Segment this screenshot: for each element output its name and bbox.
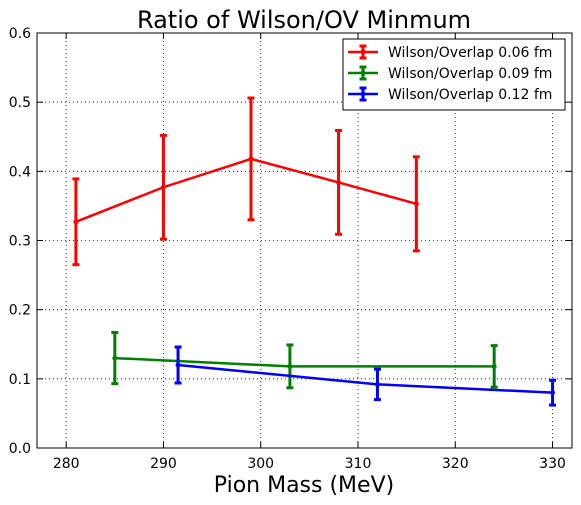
- chart-title: Ratio of Wilson/OV Minmum: [137, 6, 471, 34]
- data-point: [287, 363, 293, 369]
- legend-swatch-marker: [360, 70, 366, 76]
- data-point: [491, 363, 497, 369]
- data-point: [336, 179, 342, 185]
- y-tick-label: 0.1: [9, 372, 31, 388]
- legend-box: [342, 38, 566, 111]
- y-tick-label: 0.0: [9, 441, 31, 457]
- series-1: [72, 96, 420, 267]
- legend-label: Wilson/Overlap 0.12 fm: [388, 87, 552, 103]
- legend-entry: Wilson/Overlap 0.06 fm: [348, 44, 552, 61]
- series-line: [114, 356, 495, 368]
- series-layer: [72, 96, 557, 407]
- series-2: [111, 330, 498, 390]
- data-point: [160, 184, 166, 190]
- x-tick-label: 290: [150, 456, 177, 472]
- data-point: [413, 201, 419, 207]
- y-tick-label: 0.2: [9, 303, 31, 319]
- x-tick-label: 320: [442, 456, 469, 472]
- legend-entry: Wilson/Overlap 0.09 fm: [348, 65, 552, 82]
- x-tick-label: 300: [247, 456, 274, 472]
- series-line: [75, 157, 417, 223]
- x-tick-label: 280: [53, 456, 80, 472]
- x-axis-label: Pion Mass (MeV): [214, 473, 394, 498]
- x-tick-label: 330: [539, 456, 566, 472]
- legend-entry: Wilson/Overlap 0.12 fm: [348, 86, 552, 103]
- data-point: [73, 219, 79, 225]
- series-3: [174, 345, 557, 407]
- legend-label: Wilson/Overlap 0.06 fm: [388, 45, 552, 61]
- legend-swatch-marker: [360, 49, 366, 55]
- y-tick-label: 0.5: [9, 95, 31, 111]
- x-tick-label: 310: [345, 456, 372, 472]
- data-point: [248, 156, 254, 162]
- data-point: [112, 355, 118, 361]
- legend-label: Wilson/Overlap 0.09 fm: [388, 66, 552, 82]
- y-tick-label: 0.3: [9, 234, 31, 250]
- legend: Wilson/Overlap 0.06 fm Wilson/Overlap 0.0…: [342, 38, 566, 111]
- legend-swatch-marker: [360, 91, 366, 97]
- axis-ticks: 280 290 300 310 320 330 0.0 0.1 0.2 0.3 0.4 0.5 0.6: [9, 26, 572, 472]
- data-point: [374, 381, 380, 387]
- y-tick-label: 0.4: [9, 164, 31, 180]
- data-point: [175, 362, 181, 368]
- data-point: [550, 390, 556, 396]
- y-tick-label: 0.6: [9, 26, 31, 42]
